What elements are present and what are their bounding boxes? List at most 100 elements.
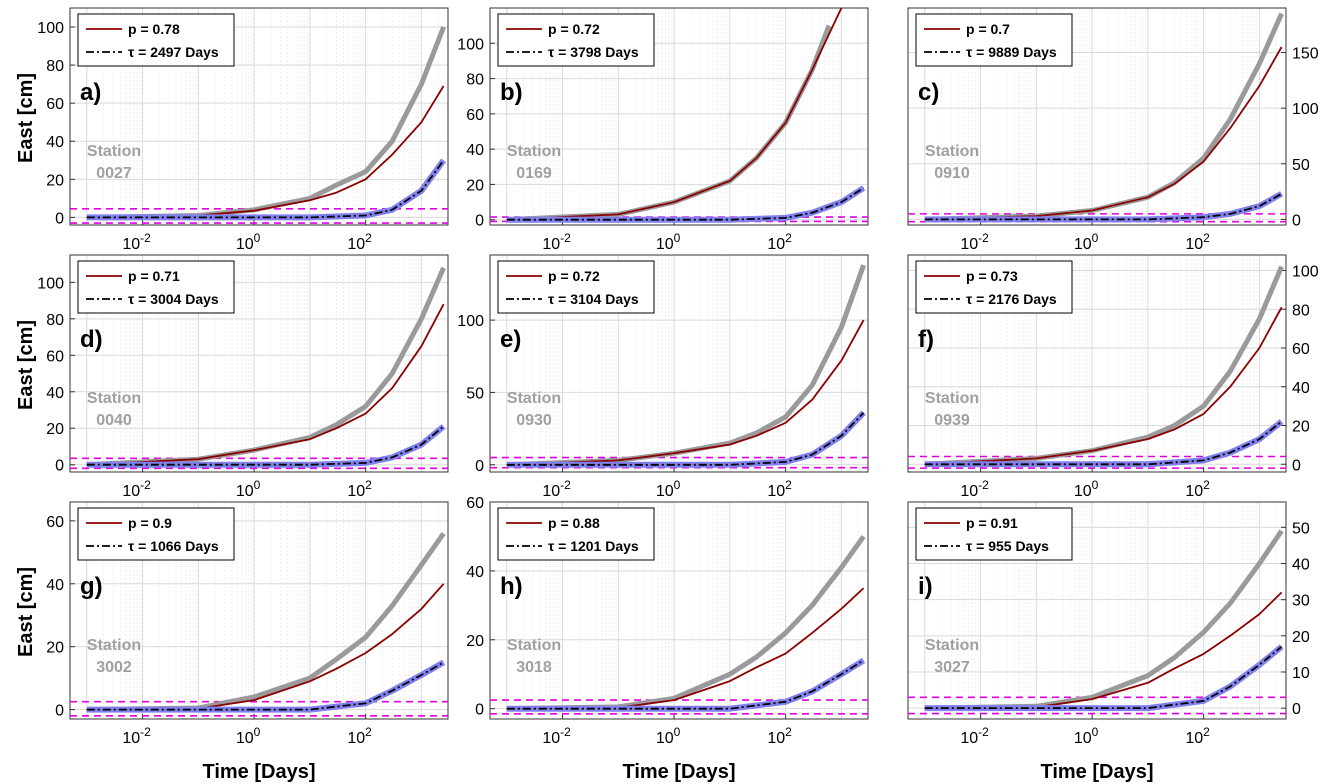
- y-tick-label: 60: [1292, 341, 1310, 358]
- x-tick-label: 100: [1074, 231, 1099, 253]
- series-model: [86, 303, 445, 466]
- panel-letter: e): [500, 326, 521, 353]
- panel-letter: f): [918, 326, 934, 353]
- y-tick-label: 80: [1292, 302, 1310, 319]
- y-tick-label: 0: [475, 213, 484, 230]
- series-fit: [86, 425, 445, 466]
- series-model: [506, 587, 865, 710]
- axes-box: [489, 254, 869, 473]
- station-id: 3018: [516, 659, 552, 676]
- panel-d: 0 20 40 60 80 100 10-2 100 102 p = 0.71 τ = 3004 D…: [37, 254, 449, 500]
- x-tick-label: 10-2: [542, 231, 571, 253]
- legend-label-p: p = 0.73: [966, 268, 1018, 284]
- panel-letter: h): [500, 573, 523, 600]
- series-fit: [924, 646, 1283, 709]
- x-tick-label: 10-2: [122, 478, 151, 500]
- legend-box: [497, 13, 655, 67]
- y-tick-label: 0: [475, 458, 484, 475]
- y-tick-label: 50: [1292, 157, 1310, 174]
- y-tick-label: 0: [1292, 457, 1301, 474]
- x-tick-label: 10-2: [960, 725, 989, 747]
- y-tick-label: 40: [46, 577, 64, 594]
- x-tick-label: 10-2: [542, 478, 571, 500]
- y-tick-label: 20: [1292, 629, 1310, 646]
- legend-box: [915, 13, 1073, 67]
- axes-box: [907, 501, 1287, 720]
- series-observed: [924, 529, 1284, 711]
- series-observed: [86, 531, 446, 713]
- y-tick-label: 20: [466, 177, 484, 194]
- x-tick-label: 102: [1185, 478, 1210, 500]
- series-model: [924, 46, 1283, 221]
- legend-label-tau: τ = 955 Days: [966, 538, 1049, 554]
- x-tick-label: 100: [656, 478, 681, 500]
- series-fit: [86, 159, 445, 219]
- x-axis-label-col-1: Time [Days]: [202, 761, 315, 783]
- y-tick-label: 20: [466, 633, 484, 650]
- y-tick-label: 60: [466, 107, 484, 124]
- panel-b: 0 20 40 60 80 100 10-2 100 102 p = 0.72 τ = 3798 D…: [457, 7, 869, 253]
- legend-label-tau: τ = 3104 Days: [548, 291, 639, 307]
- axes-box: [69, 501, 449, 720]
- y-tick-label: 100: [37, 275, 64, 292]
- legend-box: [77, 260, 235, 314]
- x-tick-label: 100: [236, 478, 261, 500]
- series-model: [924, 306, 1283, 466]
- series-model: [86, 85, 445, 219]
- y-tick-label: 40: [466, 564, 484, 581]
- legend-label-tau: τ = 2497 Days: [128, 44, 219, 60]
- series-observed: [506, 534, 866, 712]
- x-tick-label: 102: [1185, 231, 1210, 253]
- legend-label-tau: τ = 2176 Days: [966, 291, 1057, 307]
- series-fit: [924, 420, 1283, 466]
- station-word: Station: [925, 390, 979, 407]
- y-tick-label: 100: [457, 36, 484, 53]
- series-fit: [86, 661, 445, 711]
- y-tick-label: 0: [1292, 212, 1301, 229]
- x-axis-label-col-3: Time [Days]: [1040, 761, 1153, 783]
- series-model: [924, 591, 1283, 709]
- station-id: 0939: [934, 412, 970, 429]
- x-tick-label: 102: [347, 231, 372, 253]
- legend-box: [77, 13, 235, 67]
- series-model: [506, 319, 865, 466]
- panel-letter: b): [500, 79, 523, 106]
- x-tick-label: 10-2: [960, 478, 989, 500]
- y-tick-label: 20: [1292, 419, 1310, 436]
- series-fit: [506, 412, 865, 466]
- x-axis-label-col-2: Time [Days]: [622, 761, 735, 783]
- station-id: 0930: [516, 412, 552, 429]
- station-id: 0027: [96, 165, 132, 182]
- x-tick-label: 100: [236, 725, 261, 747]
- x-tick-label: 100: [656, 231, 681, 253]
- panel-letter: g): [80, 573, 103, 600]
- panel-letter: c): [918, 79, 939, 106]
- y-tick-label: 10: [1292, 665, 1310, 682]
- axes-box: [907, 254, 1287, 473]
- x-tick-label: 102: [347, 478, 372, 500]
- legend-label-tau: τ = 3798 Days: [548, 44, 639, 60]
- legend-label-p: p = 0.9: [128, 515, 172, 531]
- axes-box: [489, 7, 869, 226]
- y-tick-label: 40: [1292, 380, 1310, 397]
- panel-a: 0 20 40 60 80 100 10-2 100 102 p = 0.78 τ = 2497 D…: [37, 7, 449, 253]
- y-tick-label: 40: [1292, 556, 1310, 573]
- y-tick-label: 20: [46, 172, 64, 189]
- station-word: Station: [87, 390, 141, 407]
- legend-label-p: p = 0.72: [548, 21, 600, 37]
- y-tick-label: 80: [46, 312, 64, 329]
- y-tick-label: 100: [457, 313, 484, 330]
- station-id: 0169: [516, 165, 552, 182]
- x-tick-label: 102: [767, 725, 792, 747]
- y-tick-label: 40: [46, 385, 64, 402]
- series-fit: [924, 193, 1283, 221]
- series-model: [86, 583, 445, 711]
- legend-box: [915, 507, 1073, 561]
- station-word: Station: [87, 143, 141, 160]
- station-word: Station: [507, 390, 561, 407]
- station-id: 3027: [934, 659, 970, 676]
- y-tick-label: 150: [1292, 46, 1319, 63]
- legend-label-p: p = 0.72: [548, 268, 600, 284]
- y-axis-label-row-1: East [cm]: [15, 73, 37, 163]
- legend-label-tau: τ = 1066 Days: [128, 538, 219, 554]
